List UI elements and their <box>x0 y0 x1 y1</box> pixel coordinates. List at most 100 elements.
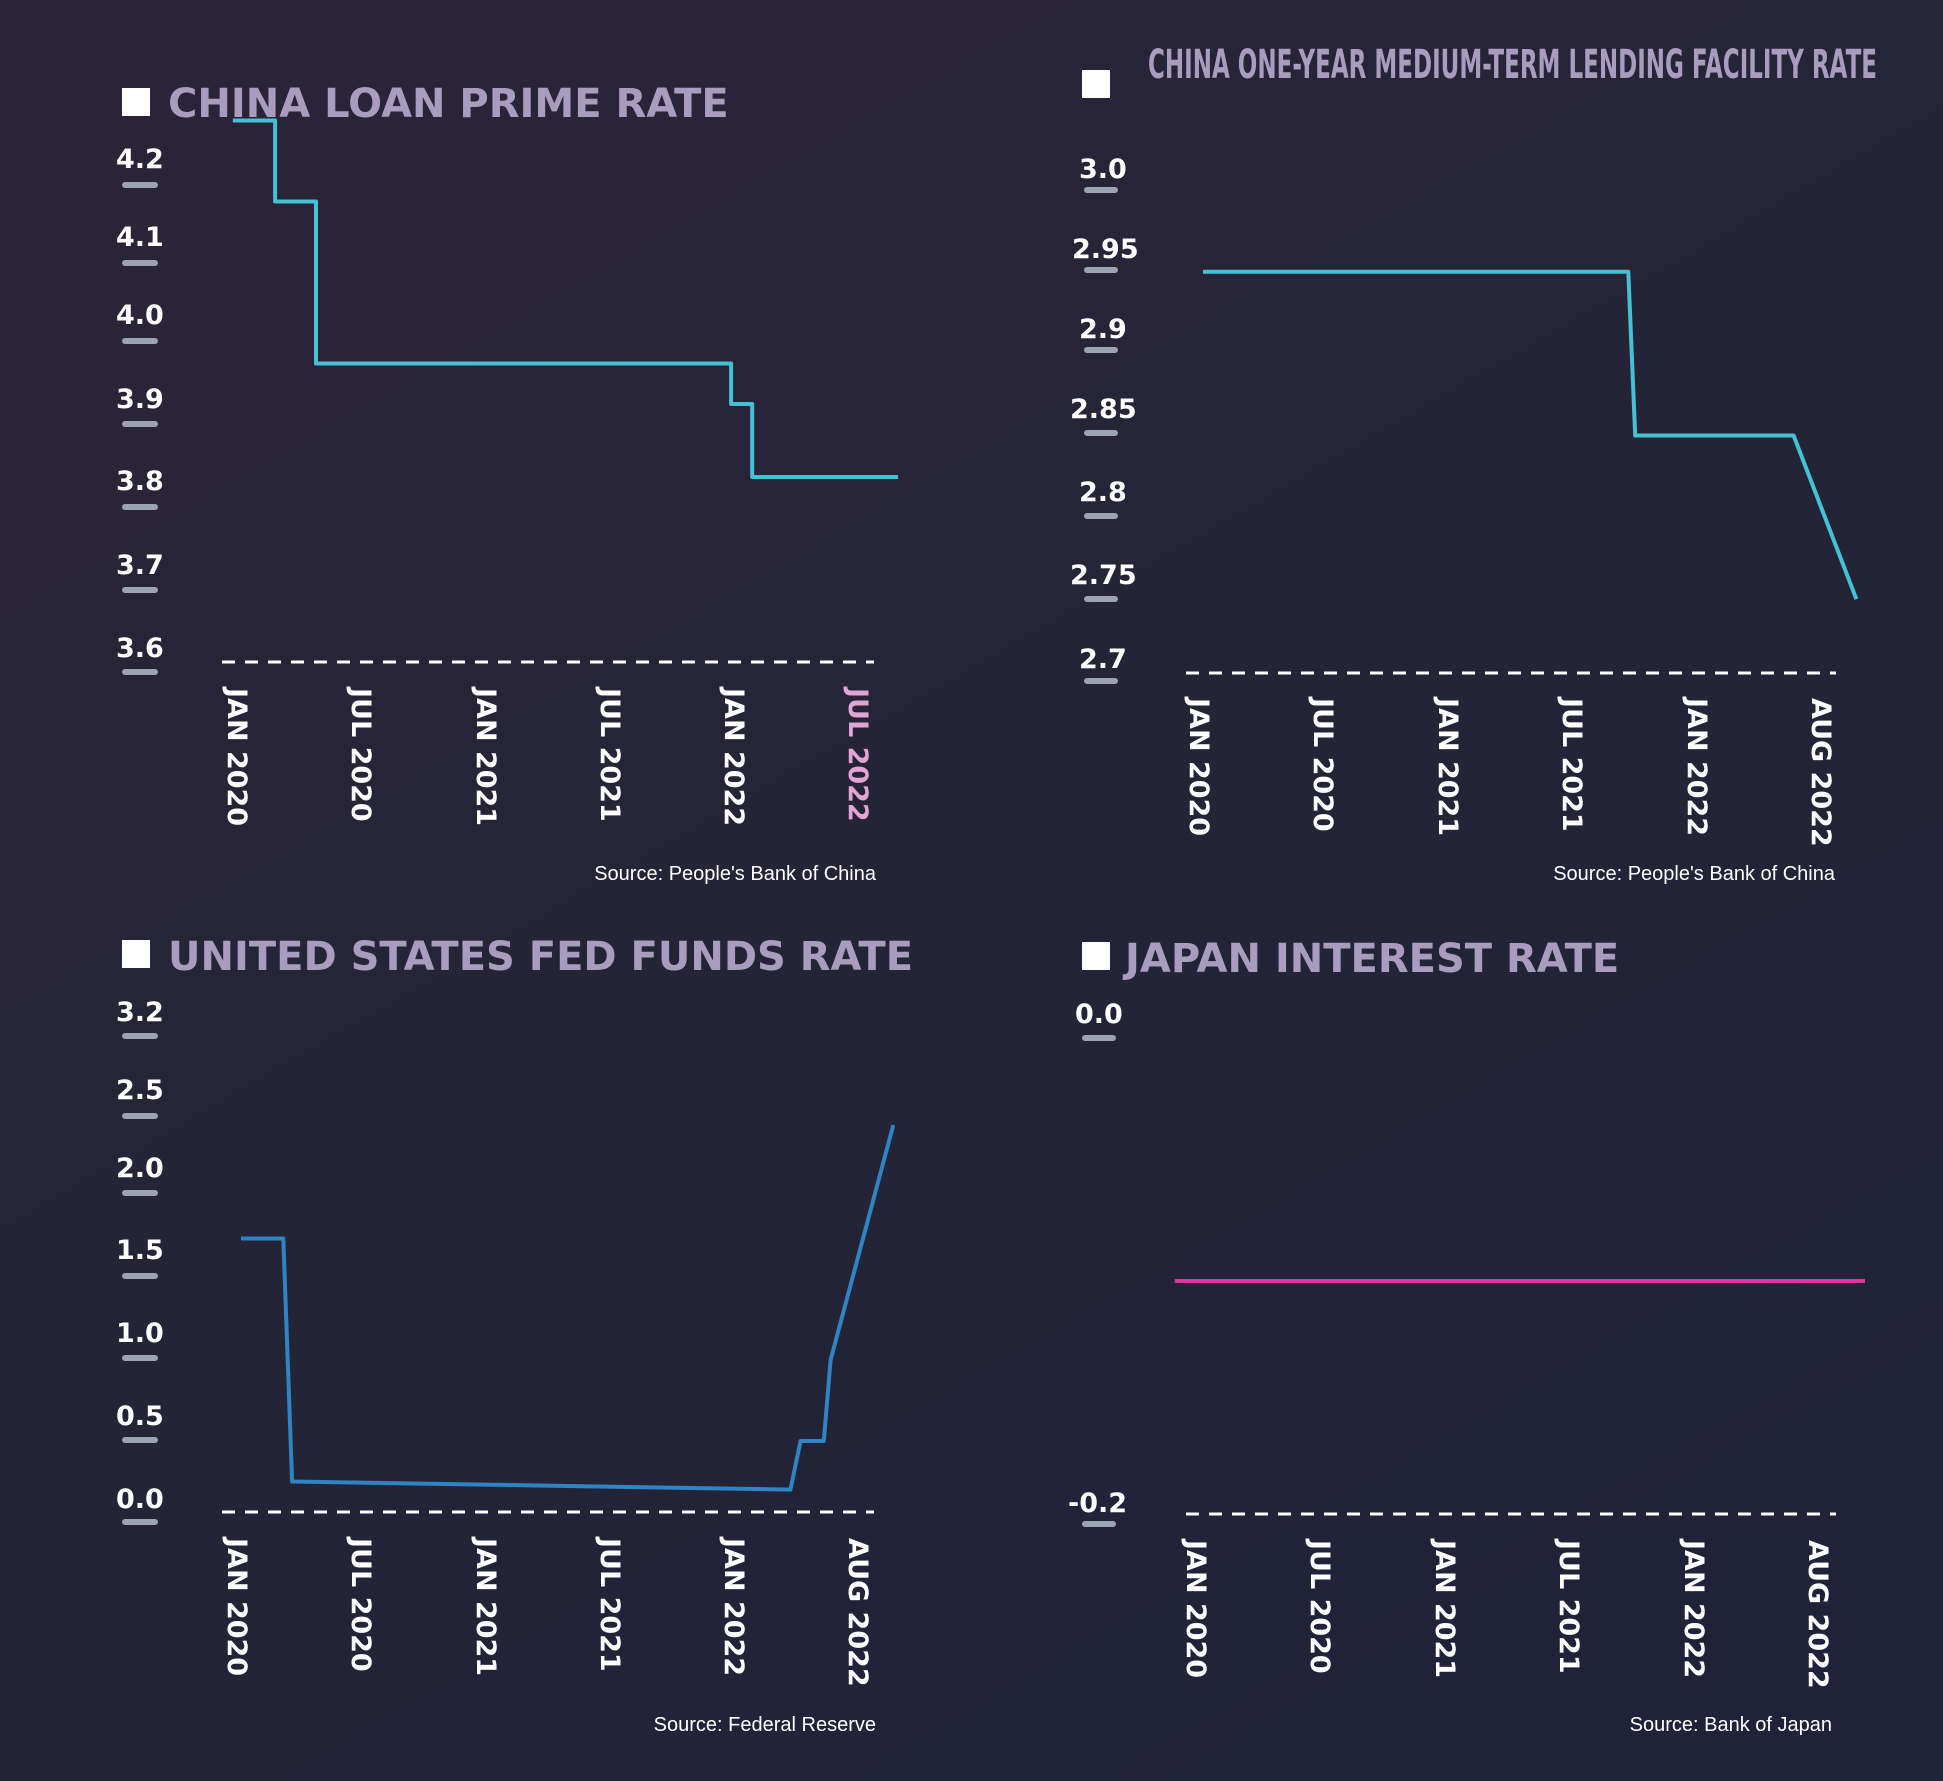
y-axis: 3.0 2.95 2.9 2.85 2.8 2.75 <box>1070 154 1139 684</box>
y-tick: 4.0 <box>116 300 164 344</box>
y-tick: 2.75 <box>1070 560 1137 602</box>
y-tick: 1.5 <box>116 1235 164 1279</box>
y-tick: 2.95 <box>1072 234 1139 273</box>
y-tick: 2.8 <box>1079 477 1127 519</box>
y-tick-mark <box>1084 187 1118 193</box>
y-tick: 2.0 <box>116 1153 164 1196</box>
x-tick-label: JAN 2020 <box>1180 1538 1211 1678</box>
x-tick-label: JUL 2021 <box>594 686 625 822</box>
x-tick-label: AUG 2022 <box>1802 1540 1833 1689</box>
x-tick-label: JAN 2022 <box>718 1536 749 1676</box>
y-tick-label: 2.95 <box>1072 234 1139 265</box>
x-tick-label: JAN 2022 <box>718 686 749 826</box>
y-tick-mark <box>122 1113 158 1119</box>
y-tick: 0.0 <box>116 1484 164 1525</box>
chart-title: JAPAN INTEREST RATE <box>1122 936 1619 982</box>
title-square-icon <box>122 940 150 968</box>
y-tick-label: 4.0 <box>116 300 164 331</box>
x-tick-label: JAN 2021 <box>470 686 501 826</box>
y-tick-mark <box>1084 267 1118 273</box>
x-tick-label: JAN 2021 <box>1429 1538 1460 1678</box>
x-tick-label: JAN 2020 <box>1183 696 1214 836</box>
x-axis: JAN 2020 JUL 2020 JAN 2021 JUL 2021 JAN … <box>221 1536 873 1687</box>
source-note: Source: People's Bank of China <box>594 863 877 885</box>
y-tick: 2.9 <box>1079 314 1127 353</box>
y-tick-label: 3.7 <box>116 550 164 581</box>
y-tick-label: 3.8 <box>116 466 164 497</box>
y-tick-mark <box>122 504 158 510</box>
y-tick: 0.0 <box>1075 999 1123 1041</box>
x-tick-label: JUL 2021 <box>594 1536 625 1672</box>
y-tick-mark <box>122 669 158 675</box>
y-tick-label: 4.2 <box>116 144 164 175</box>
x-tick-label: JAN 2021 <box>1432 696 1463 836</box>
y-tick: 4.1 <box>116 222 164 266</box>
y-tick-mark <box>1084 596 1118 602</box>
source-note: Source: Bank of Japan <box>1630 1714 1832 1736</box>
chart-panel-china-lpr: CHINA LOAN PRIME RATE 4.2 4.1 4.0 3.9 3.… <box>116 81 899 885</box>
y-tick-label: 1.0 <box>116 1318 164 1349</box>
source-note: Source: Federal Reserve <box>654 1714 876 1736</box>
x-axis: JAN 2020 JUL 2020 JAN 2021 JUL 2021 JAN … <box>1180 1538 1833 1689</box>
y-tick-label: 3.9 <box>116 384 164 415</box>
chart-title-line: CHINA ONE-YEAR MEDIUM-TERM LENDING FACIL… <box>1148 42 1877 88</box>
series-line <box>232 118 899 479</box>
y-tick-mark <box>1084 347 1118 353</box>
y-tick-label: 2.0 <box>116 1153 164 1184</box>
x-tick-label: JAN 2020 <box>221 1536 252 1676</box>
x-tick-label: JAN 2022 <box>1681 696 1712 836</box>
x-tick-label: JAN 2021 <box>470 1536 501 1676</box>
y-tick-label: 2.75 <box>1070 560 1137 591</box>
y-tick: -0.2 <box>1068 1488 1127 1527</box>
y-tick: 3.6 <box>116 633 164 675</box>
y-tick: 2.85 <box>1070 394 1137 436</box>
y-axis: 3.2 2.5 2.0 1.5 1.0 0.5 <box>116 997 164 1525</box>
y-tick-mark <box>122 421 158 427</box>
title-square-icon <box>1082 942 1110 970</box>
y-tick-mark <box>1084 430 1118 436</box>
chart-panel-japan: JAPAN INTEREST RATE 0.0 -0.2 JAN 2020 JU… <box>1068 936 1865 1736</box>
y-tick-label: -0.2 <box>1068 1488 1127 1519</box>
x-axis: JAN 2020 JUL 2020 JAN 2021 JUL 2021 JAN … <box>1183 696 1836 847</box>
x-tick-label: JUL 2020 <box>1304 1538 1335 1674</box>
y-tick-label: 0.0 <box>116 1484 164 1515</box>
y-tick-mark <box>122 1355 158 1361</box>
y-tick-mark <box>122 338 158 344</box>
y-tick: 1.0 <box>116 1318 164 1361</box>
x-tick-label: JUL 2020 <box>1307 696 1338 832</box>
y-tick: 4.2 <box>116 144 164 188</box>
y-tick-mark <box>1082 1035 1116 1041</box>
x-tick-label: JUL 2020 <box>345 1536 376 1672</box>
y-tick-mark <box>122 1437 158 1443</box>
y-tick: 2.7 <box>1079 644 1127 684</box>
x-axis: JAN 2020 JUL 2020 JAN 2021 JUL 2021 JAN … <box>221 686 873 826</box>
y-tick-label: 2.9 <box>1079 314 1127 345</box>
y-tick-mark <box>122 1273 158 1279</box>
title-square-icon <box>1082 70 1110 98</box>
y-tick-label: 0.0 <box>1075 999 1123 1030</box>
series-line <box>241 1124 896 1492</box>
x-tick-label: JUL 2020 <box>345 686 376 822</box>
y-tick-mark <box>1084 513 1118 519</box>
y-tick-label: 2.7 <box>1079 644 1127 675</box>
y-tick-mark <box>1084 678 1118 684</box>
y-tick-mark <box>122 1519 158 1525</box>
x-tick-label: AUG 2022 <box>1805 698 1836 847</box>
y-axis: 4.2 4.1 4.0 3.9 3.8 3.7 <box>116 144 164 675</box>
y-tick-label: 3.6 <box>116 633 164 664</box>
chart-title: UNITED STATES FED FUNDS RATE <box>168 934 913 980</box>
y-tick-mark <box>122 587 158 593</box>
title-square-icon <box>122 88 150 116</box>
y-tick: 3.8 <box>116 466 164 510</box>
y-tick: 3.2 <box>116 997 164 1039</box>
y-tick-label: 0.5 <box>116 1401 164 1432</box>
chart-panel-china-mlf: CHINA ONE-YEAR MEDIUM-TERM LENDING FACIL… <box>1070 42 1877 885</box>
y-tick-mark <box>122 1033 158 1039</box>
x-tick-label: JUL 2021 <box>1556 696 1587 832</box>
y-tick-label: 3.2 <box>116 997 164 1028</box>
chart-title: CHINA ONE-YEAR MEDIUM-TERM LENDING FACIL… <box>1148 42 1877 88</box>
y-tick-mark <box>122 182 158 188</box>
x-tick-label: JUL 2021 <box>1553 1538 1584 1674</box>
chart-panel-us-fed: UNITED STATES FED FUNDS RATE 3.2 2.5 2.0… <box>116 934 913 1736</box>
